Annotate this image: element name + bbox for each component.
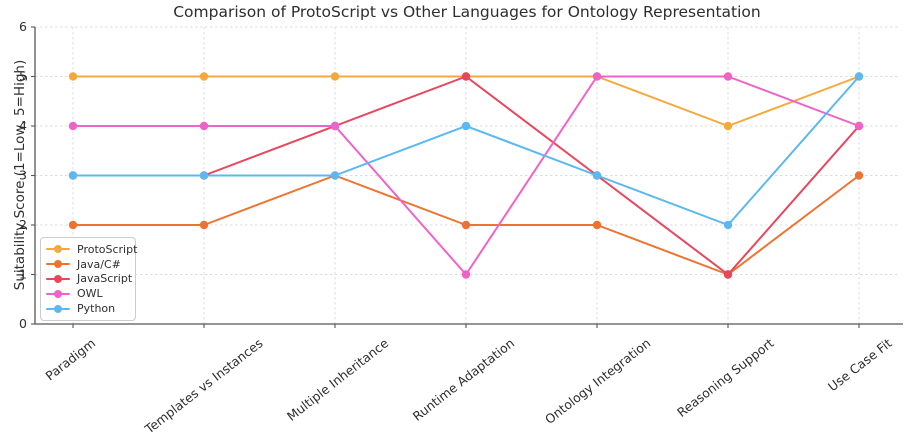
y-tick-label: 6 bbox=[19, 19, 27, 34]
legend-item-java-c: Java/C# bbox=[46, 257, 130, 272]
data-point-python bbox=[199, 171, 209, 180]
legend-marker-icon bbox=[46, 274, 70, 284]
legend-label: ProtoScript bbox=[77, 242, 138, 256]
data-point-python bbox=[854, 72, 864, 81]
legend-item-owl: OWL bbox=[46, 286, 130, 301]
y-tick-label: 5 bbox=[19, 69, 27, 84]
data-point-javascript bbox=[723, 270, 733, 279]
data-point-java-c bbox=[68, 220, 78, 230]
x-tick-label: Paradigm bbox=[42, 335, 98, 383]
legend-label: OWL bbox=[77, 287, 103, 301]
data-point-java-c bbox=[461, 220, 471, 230]
data-point-python bbox=[68, 171, 78, 180]
data-point-owl bbox=[461, 270, 471, 279]
legend-label: Python bbox=[77, 302, 116, 316]
data-point-owl bbox=[723, 72, 733, 81]
legend-item-python: Python bbox=[46, 301, 130, 316]
y-tick-label: 2 bbox=[19, 217, 27, 232]
data-point-protoscript bbox=[199, 72, 209, 81]
x-tick-label: Use Case Fit bbox=[825, 335, 895, 394]
legend-marker-icon bbox=[46, 304, 70, 314]
data-point-owl bbox=[68, 121, 78, 131]
data-point-java-c bbox=[854, 171, 864, 180]
x-tick-label: Runtime Adaptation bbox=[410, 335, 517, 424]
legend-label: Java/C# bbox=[77, 257, 121, 271]
legend-label: JavaScript bbox=[77, 272, 133, 286]
y-tick-label: 0 bbox=[19, 316, 27, 331]
x-tick-label: Multiple Inheritance bbox=[284, 335, 392, 424]
y-tick-label: 3 bbox=[19, 168, 27, 183]
y-tick-label: 4 bbox=[19, 118, 27, 133]
x-tick-label: Reasoning Support bbox=[674, 335, 777, 420]
data-point-python bbox=[461, 121, 471, 131]
data-point-protoscript bbox=[330, 72, 340, 81]
data-point-owl bbox=[330, 121, 340, 131]
data-point-python bbox=[592, 171, 602, 180]
legend-item-javascript: JavaScript bbox=[46, 272, 133, 287]
y-tick-label: 1 bbox=[19, 267, 27, 282]
data-point-owl bbox=[854, 121, 864, 131]
data-point-owl bbox=[199, 121, 209, 131]
data-point-protoscript bbox=[68, 72, 78, 81]
legend-marker-icon bbox=[46, 244, 70, 254]
y-axis-label: Suitability Score (1=Low, 5=High) bbox=[12, 59, 28, 291]
legend-item-protoscript: ProtoScript bbox=[46, 242, 137, 257]
x-tick-label: Ontology Integration bbox=[542, 335, 653, 427]
legend-marker-icon bbox=[46, 289, 70, 299]
x-tick-label: Templates vs Instances bbox=[141, 335, 265, 437]
legend-marker-icon bbox=[46, 259, 70, 269]
legend: ProtoScript Java/C# JavaScript OWL Python bbox=[40, 237, 137, 321]
data-point-owl bbox=[592, 72, 602, 81]
data-point-javascript bbox=[461, 72, 471, 81]
chart-title: Comparison of ProtoScript vs Other Langu… bbox=[173, 3, 761, 21]
data-point-python bbox=[330, 171, 340, 180]
data-point-java-c bbox=[592, 220, 602, 230]
data-point-python bbox=[723, 220, 733, 230]
data-point-java-c bbox=[199, 220, 209, 230]
data-point-protoscript bbox=[723, 121, 733, 131]
